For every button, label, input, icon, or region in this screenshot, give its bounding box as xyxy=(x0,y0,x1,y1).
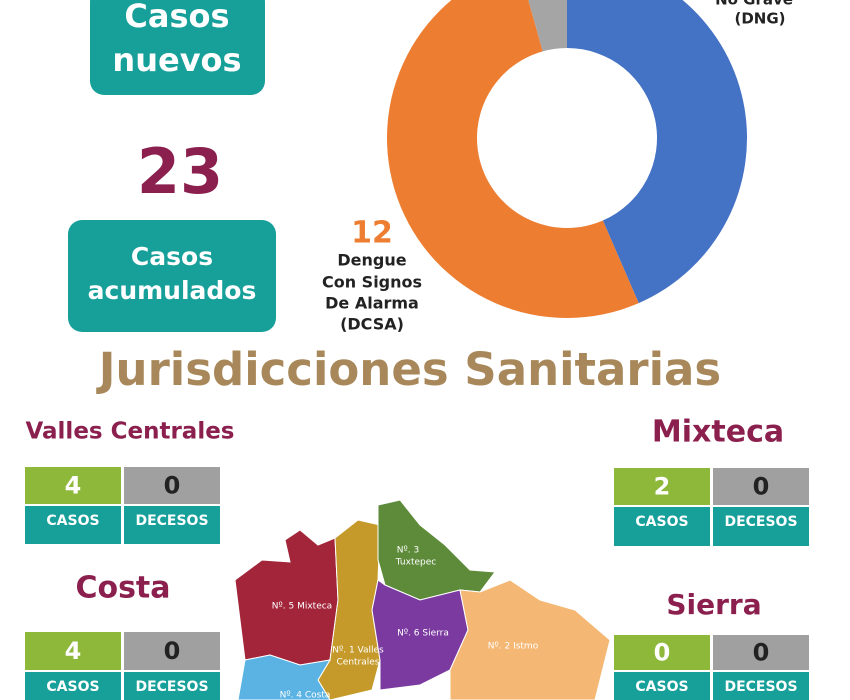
map-label: Nº. 3 xyxy=(397,546,419,556)
map-label: Centrales xyxy=(337,658,380,668)
region-panels: Valles Centrales 4 0 CASOS DECESOS Mixteca 2 0 C… xyxy=(25,415,809,700)
segment-label: Dengue xyxy=(337,251,406,270)
deaths-value: 0 xyxy=(753,473,770,501)
donut-segment xyxy=(528,0,567,52)
map-label: Nº. 6 Sierra xyxy=(397,629,449,639)
deaths-label: DECESOS xyxy=(135,679,208,695)
label-box xyxy=(124,506,220,544)
cases-box xyxy=(25,467,121,504)
label-box xyxy=(713,672,809,700)
segment-value: 12 xyxy=(351,216,393,251)
deaths-box xyxy=(124,467,220,504)
map-label: Nº. 2 Istmo xyxy=(488,642,539,652)
deaths-value: 0 xyxy=(164,637,181,665)
segment-label: Con Signos xyxy=(322,273,422,292)
cases-box xyxy=(614,468,710,505)
cases-box xyxy=(25,632,121,670)
deaths-box xyxy=(713,635,809,670)
cases-label: CASOS xyxy=(635,679,688,695)
cases-label: CASOS xyxy=(46,679,99,695)
deaths-label: DECESOS xyxy=(135,513,208,529)
cases-label: CASOS xyxy=(46,513,99,529)
label-box xyxy=(124,672,220,700)
deaths-box xyxy=(124,632,220,670)
label-box xyxy=(25,672,121,700)
label-box xyxy=(614,672,710,700)
segment-label: (DCSA) xyxy=(340,315,404,334)
cases-value: 4 xyxy=(65,472,82,500)
deaths-box xyxy=(713,468,809,505)
deaths-label: DECESOS xyxy=(724,679,797,695)
label-box xyxy=(713,507,809,546)
donut-segment xyxy=(386,0,639,318)
accumulated-box xyxy=(68,220,276,332)
map: Nº. 3 Tuxtepec Nº. 5 Mixteca Nº. 1 Valle… xyxy=(234,499,611,700)
map-label: Nº. 4 Costa xyxy=(280,691,331,700)
map-label: Nº. 1 Valles xyxy=(332,646,384,656)
deaths-label: DECESOS xyxy=(724,514,797,530)
segment-label: (DNG) xyxy=(734,10,785,28)
segment-label: No Grave xyxy=(715,0,793,9)
segment-label: De Alarma xyxy=(325,294,419,313)
region-name: Sierra xyxy=(666,588,761,621)
new-cases-box xyxy=(90,0,265,95)
accumulated-label: Casos xyxy=(131,242,213,271)
deaths-value: 0 xyxy=(753,639,770,667)
map-region xyxy=(317,519,381,700)
deaths-value: 0 xyxy=(164,472,181,500)
cases-box xyxy=(614,635,710,670)
donut-segment xyxy=(567,0,747,304)
map-region xyxy=(237,654,331,700)
map-region xyxy=(234,529,339,666)
region-name: Costa xyxy=(75,571,170,606)
map-label: Nº. 5 Mixteca xyxy=(272,602,332,612)
region-name: Valles Centrales xyxy=(25,419,234,445)
cases-label: CASOS xyxy=(635,514,688,530)
map-region xyxy=(377,499,496,601)
label-box xyxy=(614,507,710,546)
new-cases-label: nuevos xyxy=(112,41,241,79)
cases-value: 2 xyxy=(654,473,671,501)
cases-value: 4 xyxy=(65,637,82,665)
cases-value: 0 xyxy=(654,639,671,667)
label-box xyxy=(25,506,121,544)
map-region xyxy=(449,579,611,700)
accumulated-value: 23 xyxy=(137,135,223,208)
accumulated-label: acumulados xyxy=(88,276,257,305)
map-label: Tuxtepec xyxy=(395,558,436,568)
region-name: Mixteca xyxy=(652,415,784,450)
new-cases-label: Casos xyxy=(124,0,229,35)
section-title: Jurisdicciones Sanitarias xyxy=(96,343,721,396)
donut-chart xyxy=(386,0,747,318)
